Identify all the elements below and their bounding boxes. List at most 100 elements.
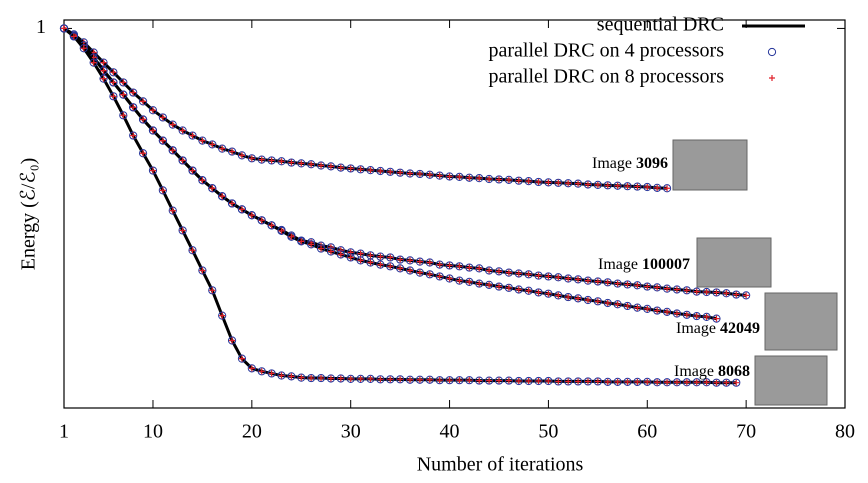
point-8proc — [515, 378, 522, 385]
point-4proc — [178, 226, 187, 235]
point-8proc — [505, 176, 512, 183]
point-4proc — [554, 291, 563, 300]
legend-swatch — [769, 75, 775, 81]
point-4proc — [623, 182, 632, 191]
point-8proc — [229, 148, 236, 155]
point-4proc — [178, 156, 187, 165]
point-8proc — [545, 179, 552, 186]
point-4proc — [732, 378, 741, 387]
point-8proc — [565, 294, 572, 301]
point-4proc — [514, 269, 523, 278]
point-4proc — [247, 154, 256, 163]
point-8proc — [594, 298, 601, 305]
point-8proc — [446, 275, 453, 282]
point-8proc — [614, 280, 621, 287]
point-8proc — [565, 378, 572, 385]
point-4proc — [524, 286, 533, 295]
point-8proc — [436, 273, 443, 280]
annotation-label: Image — [598, 256, 638, 273]
point-8proc — [683, 379, 690, 386]
point-4proc — [326, 247, 336, 256]
point-4proc — [633, 281, 642, 290]
point-4proc — [485, 376, 494, 385]
point-8proc — [308, 375, 315, 382]
point-4proc — [633, 377, 642, 386]
point-8proc — [555, 179, 562, 186]
point-4proc — [662, 378, 672, 387]
point-8proc — [407, 267, 414, 274]
point-8proc — [347, 375, 354, 382]
x-tick-label: 80 — [835, 421, 855, 443]
point-8proc — [604, 378, 611, 385]
point-8proc — [130, 89, 137, 96]
point-8proc — [664, 379, 671, 386]
point-8proc — [189, 167, 196, 174]
point-4proc — [326, 162, 336, 171]
point-4proc — [593, 297, 602, 306]
point-8proc — [604, 299, 611, 306]
point-8proc — [604, 182, 611, 189]
point-4proc — [257, 155, 266, 164]
point-4proc — [633, 182, 642, 191]
point-4proc — [445, 261, 454, 270]
point-4proc — [208, 184, 217, 193]
annotation-id: 3096 — [636, 155, 668, 172]
point-8proc — [505, 284, 512, 291]
point-8proc — [664, 308, 671, 315]
point-4proc — [682, 310, 691, 319]
point-8proc — [120, 91, 127, 98]
point-4proc — [237, 151, 247, 160]
point-4proc — [267, 369, 276, 378]
point-8proc — [525, 178, 532, 185]
point-4proc — [534, 177, 543, 187]
x-tick-label: 30 — [341, 421, 361, 443]
point-4proc — [79, 44, 88, 53]
point-8proc — [446, 377, 453, 384]
point-8proc — [397, 169, 404, 176]
point-4proc — [168, 120, 177, 129]
point-4proc — [564, 274, 573, 283]
x-tick-label: 20 — [242, 421, 262, 443]
point-8proc — [387, 376, 394, 383]
point-4proc — [544, 376, 553, 386]
point-4proc — [158, 113, 167, 122]
point-8proc — [149, 127, 156, 134]
point-8proc — [149, 107, 156, 114]
annotation-id: 100007 — [642, 256, 690, 273]
point-4proc — [435, 376, 444, 385]
point-4proc — [129, 103, 138, 112]
point-4proc — [662, 184, 672, 193]
point-8proc — [159, 137, 166, 144]
point-8proc — [327, 375, 334, 382]
point-8proc — [199, 177, 206, 184]
point-8proc — [100, 67, 107, 74]
point-8proc — [594, 278, 601, 285]
point-4proc — [129, 88, 138, 97]
point-8proc — [723, 290, 730, 297]
point-4proc — [415, 268, 424, 277]
point-4proc — [287, 372, 296, 381]
point-8proc — [120, 112, 127, 119]
point-8proc — [535, 378, 542, 385]
point-4proc — [455, 172, 464, 181]
point-4proc — [415, 257, 424, 266]
point-4proc — [643, 377, 652, 386]
point-8proc — [159, 114, 166, 121]
point-4proc — [623, 301, 632, 311]
point-8proc — [347, 254, 354, 261]
point-8proc — [654, 307, 661, 314]
point-4proc — [564, 179, 573, 188]
image-annotation: Image 42049 — [676, 320, 760, 337]
point-8proc — [703, 379, 710, 386]
point-8proc — [456, 377, 463, 384]
point-8proc — [377, 261, 384, 268]
point-4proc — [188, 131, 197, 140]
point-8proc — [594, 378, 601, 385]
point-8proc — [416, 376, 423, 383]
legend-label: parallel DRC on 8 processors — [488, 66, 724, 88]
point-4proc — [148, 126, 158, 135]
point-8proc — [634, 304, 641, 311]
point-4proc — [732, 290, 741, 299]
point-4proc — [287, 158, 296, 167]
point-4proc — [277, 371, 286, 380]
